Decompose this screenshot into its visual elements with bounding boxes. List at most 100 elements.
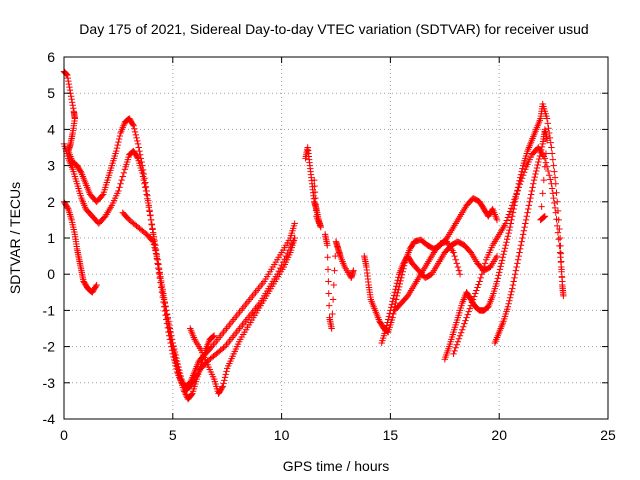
x-tick-label: 0	[60, 427, 68, 443]
data-point	[142, 187, 150, 195]
data-point	[493, 216, 501, 224]
data-point	[507, 205, 515, 212]
data-point	[384, 319, 391, 326]
data-point	[181, 389, 189, 397]
data-point	[551, 199, 558, 207]
data-point	[553, 216, 560, 223]
data-point	[554, 222, 561, 230]
data-point	[505, 229, 512, 237]
data-point	[541, 213, 549, 220]
data-point	[511, 196, 518, 203]
series-arc-c	[60, 198, 100, 296]
data-point	[452, 344, 459, 352]
data-point	[152, 250, 160, 257]
data-point	[514, 187, 521, 194]
data-point	[540, 213, 548, 221]
data-point	[543, 115, 551, 122]
data-point	[498, 257, 506, 264]
data-point	[539, 190, 546, 197]
data-point	[522, 216, 530, 224]
data-point	[503, 236, 511, 243]
data-point	[455, 335, 463, 342]
data-point	[391, 289, 398, 296]
data-point	[143, 191, 150, 198]
data-point	[542, 150, 550, 157]
data-point	[548, 144, 555, 151]
data-point	[395, 274, 402, 281]
data-points	[60, 68, 567, 403]
data-point	[92, 283, 100, 290]
data-point	[554, 229, 562, 236]
data-point	[148, 220, 155, 228]
data-point	[469, 296, 477, 303]
data-point	[162, 302, 169, 310]
data-point	[148, 237, 156, 244]
data-point	[505, 300, 512, 307]
data-point	[113, 147, 120, 155]
data-point	[508, 216, 515, 224]
data-point	[67, 93, 75, 100]
data-point	[542, 159, 550, 166]
data-point	[163, 307, 170, 314]
data-point	[456, 271, 464, 278]
data-point	[501, 245, 509, 252]
data-point	[331, 267, 338, 274]
data-point	[532, 167, 540, 175]
data-point	[158, 289, 166, 296]
data-point	[114, 141, 121, 149]
data-point	[546, 172, 553, 179]
data-point	[311, 182, 318, 190]
data-point	[455, 267, 463, 274]
data-point	[538, 203, 545, 210]
series-arc-m	[491, 126, 551, 347]
data-point	[63, 71, 70, 78]
data-point	[142, 184, 149, 191]
data-point	[555, 236, 562, 243]
data-point	[119, 173, 126, 180]
data-point	[64, 204, 71, 212]
data-point	[160, 294, 168, 301]
x-tick-label: 15	[383, 427, 399, 443]
data-point	[551, 168, 558, 175]
data-point	[509, 281, 517, 289]
data-point	[544, 120, 551, 127]
data-point	[525, 202, 533, 209]
data-point	[498, 260, 505, 267]
data-point	[506, 208, 514, 215]
data-point	[145, 204, 153, 211]
chart-title: Day 175 of 2021, Sidereal Day-to-day VTE…	[79, 21, 588, 37]
x-tick-label: 10	[274, 427, 290, 443]
data-point	[462, 317, 469, 324]
data-point	[519, 231, 527, 238]
data-point	[548, 150, 556, 157]
data-point	[394, 277, 401, 284]
y-tick-label: -4	[43, 411, 56, 427]
data-point	[397, 277, 404, 285]
y-tick-label: -3	[43, 375, 56, 391]
data-point	[513, 190, 520, 197]
data-point	[324, 242, 331, 249]
data-point	[459, 326, 466, 333]
data-point	[519, 165, 526, 172]
data-point	[64, 74, 72, 82]
data-point	[171, 354, 179, 361]
data-point	[479, 267, 487, 274]
data-point	[454, 338, 462, 345]
data-point	[69, 102, 76, 109]
data-point	[395, 283, 403, 291]
data-point	[312, 207, 320, 214]
data-point	[171, 350, 178, 358]
data-point	[514, 260, 521, 267]
data-point	[161, 298, 169, 306]
x-tick-label: 5	[169, 427, 177, 443]
data-point	[385, 316, 392, 323]
x-tick-label: 20	[491, 427, 507, 443]
y-tick-label: 4	[47, 121, 55, 137]
data-point	[496, 266, 504, 273]
data-point	[538, 146, 545, 154]
data-point	[165, 324, 173, 331]
data-point	[460, 323, 467, 330]
data-point	[553, 189, 560, 196]
data-point	[175, 369, 182, 376]
data-point	[325, 302, 333, 309]
